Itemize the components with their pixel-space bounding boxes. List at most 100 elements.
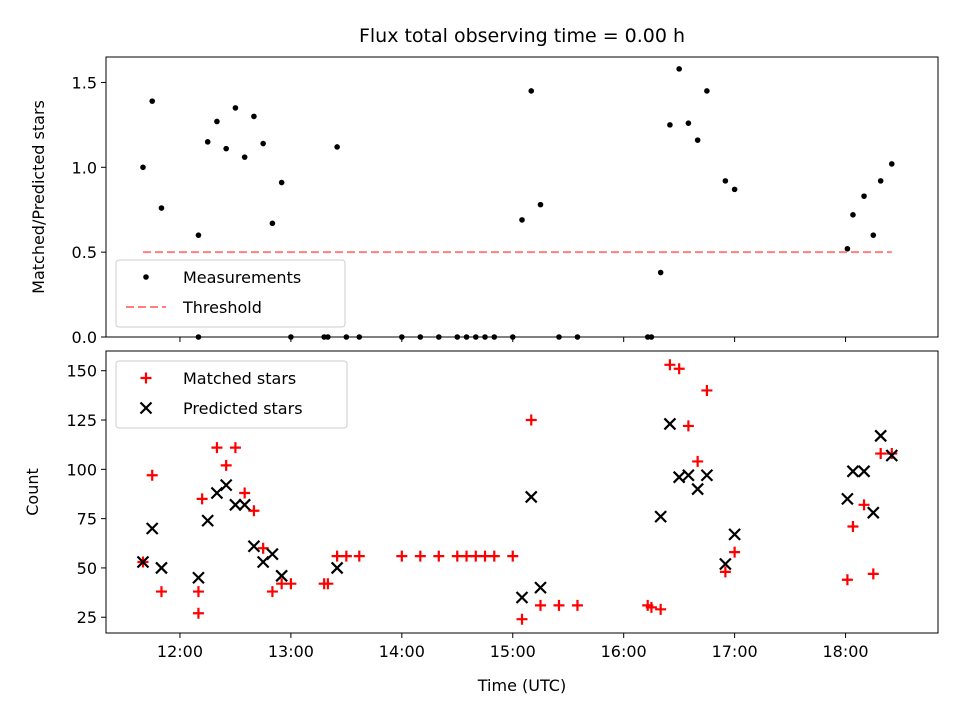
predicted-stars-point [534, 581, 547, 594]
matched-stars-point [719, 566, 731, 578]
measurements-point [519, 217, 525, 223]
matched-stars-point [673, 363, 685, 375]
y-tick-label: 125 [66, 411, 97, 430]
chart-title: Flux total observing time = 0.00 h [359, 25, 685, 47]
matched-stars-point [340, 550, 352, 562]
y-tick-label: 100 [66, 460, 97, 479]
legend-matched-stars-label: Matched stars [183, 369, 296, 388]
matched-stars-point [875, 448, 887, 460]
measurements-point [223, 145, 229, 152]
predicted-stars-point [874, 429, 887, 443]
matched-stars-point [239, 487, 251, 499]
measurements-point [195, 334, 202, 340]
matched-stars-point [553, 599, 565, 611]
predicted-stars-point [275, 569, 288, 583]
predicted-stars-point [719, 557, 732, 571]
measurements-point [537, 201, 544, 208]
legend-measurements-label: Measurements [183, 268, 301, 287]
matched-stars-point [229, 442, 241, 454]
matched-stars-point [192, 607, 204, 619]
measurements-point [463, 334, 470, 340]
measurements-point [269, 220, 276, 227]
predicted-stars-point [524, 490, 538, 504]
matched-stars-point [322, 578, 334, 590]
matched-stars-point [155, 586, 167, 598]
predicted-stars-point [654, 510, 667, 523]
top-subplot: 0.0 0.5 1.0 1.5 Matched/Predicted stars Flux … [29, 25, 939, 347]
matched-stars-point [276, 578, 288, 590]
legend-box [115, 259, 346, 328]
measurements-point [704, 88, 710, 94]
measurements-point [399, 334, 405, 340]
legend-box [115, 360, 348, 429]
matched-stars-point [353, 550, 365, 562]
matched-stars-point [729, 546, 741, 558]
matched-stars-point [525, 414, 537, 426]
predicted-stars-point [201, 514, 214, 527]
matched-stars-point [847, 521, 859, 533]
matched-stars-point [433, 550, 445, 562]
measurements-point [685, 120, 692, 126]
predicted-stars-point [672, 470, 686, 484]
predicted-stars-point [266, 547, 279, 561]
y-tick-label: 50 [77, 559, 97, 578]
predicted-stars-point [846, 465, 860, 478]
legend-threshold-label: Threshold [182, 298, 262, 317]
measurements-point [325, 334, 331, 340]
measurements-point [232, 105, 239, 111]
measurements-point [657, 269, 664, 276]
matched-stars-point [516, 613, 528, 625]
predicted-stars-point [136, 555, 150, 569]
predicted-stars-point [691, 482, 704, 496]
measurements-point [482, 334, 488, 340]
measurements-point [667, 122, 673, 128]
measurements-point [648, 334, 655, 340]
predicted-stars-point [515, 591, 529, 604]
measurements-point [888, 161, 895, 167]
measurements-point [509, 334, 516, 340]
legend-measurements-swatch [143, 274, 149, 280]
predicted-stars-point [192, 571, 205, 585]
predicted-stars-point [238, 498, 251, 512]
matched-stars-point [692, 455, 704, 467]
measurements-point [251, 113, 257, 120]
measurements-point [195, 232, 202, 238]
legend-matched-stars-swatch [140, 372, 152, 384]
measurements-point [731, 186, 738, 193]
x-tick-label: 13:00 [268, 642, 314, 661]
y-tick-label: 1.0 [72, 158, 97, 177]
matched-stars-point [571, 599, 583, 611]
measurements-point [454, 334, 461, 340]
measurements-point [334, 144, 340, 150]
measurements-point [870, 232, 877, 238]
measurements-point [149, 98, 156, 104]
x-tick-label: 12:00 [157, 642, 203, 661]
y-tick-label: 1.5 [72, 73, 97, 92]
predicted-stars-point [857, 465, 871, 478]
y-tick-label: 0.0 [72, 328, 97, 347]
measurements-point [491, 334, 498, 340]
matched-stars-point [479, 550, 491, 562]
measurements-point [436, 334, 442, 340]
predicted-stars-point [885, 449, 899, 462]
measurements-point [214, 118, 220, 125]
x-tick-label: 16:00 [601, 642, 647, 661]
matched-stars-point [841, 574, 853, 586]
measurements-point [861, 193, 867, 199]
predicted-stars-point [682, 468, 695, 482]
y-axis-label: Count [23, 468, 42, 516]
legend: Matched stars Predicted stars [115, 360, 348, 429]
predicted-stars-point [247, 539, 261, 553]
predicted-stars-point [728, 528, 741, 541]
matched-stars-point [470, 550, 482, 562]
legend-predicted-stars-label: Predicted stars [183, 399, 303, 418]
x-tick-label: 15:00 [490, 642, 536, 661]
y-tick-label: 150 [66, 362, 97, 381]
y-axis-label: Matched/Predicted stars [29, 100, 48, 294]
x-tick-label: 18:00 [823, 642, 869, 661]
matched-stars-point [701, 384, 713, 396]
matched-stars-point [655, 603, 667, 615]
matched-stars-point [196, 493, 208, 505]
legend: Measurements Threshold [115, 259, 346, 328]
matched-stars-point [146, 469, 158, 481]
